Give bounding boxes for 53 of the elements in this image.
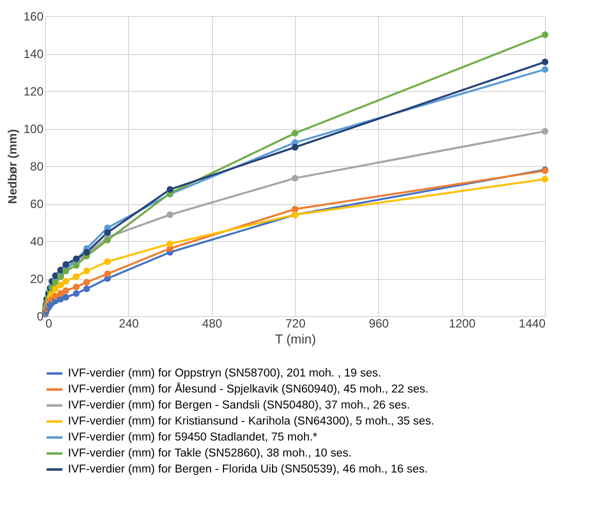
y-tick-label: 120 xyxy=(23,84,44,98)
point xyxy=(52,285,59,292)
point xyxy=(542,31,548,38)
point xyxy=(72,290,80,297)
point xyxy=(542,58,548,66)
y-tick-label: 20 xyxy=(30,272,44,286)
x-tick-label: 0 xyxy=(46,316,52,330)
legend-label: IVF-verdier (mm) for Oppstryn (SN58700), 201 moh. , 19 ses. xyxy=(68,368,382,380)
y-tick-label: 40 xyxy=(30,234,44,248)
point xyxy=(166,211,174,218)
point xyxy=(166,240,174,248)
x-tick-label: 1200 xyxy=(448,316,476,330)
y-tick-label: 60 xyxy=(30,197,44,211)
point xyxy=(292,144,298,151)
point xyxy=(104,229,111,236)
y-tick-label: 100 xyxy=(23,122,44,136)
x-tick-label: 480 xyxy=(202,316,222,330)
legend-label: IVF-verdier (mm) for Ålesund - Spjelkavik (SN60940), 45 moh., 22 ses. xyxy=(68,382,428,396)
x-tick-label: 720 xyxy=(285,316,306,330)
point xyxy=(57,282,64,288)
point xyxy=(62,261,70,268)
point xyxy=(72,262,80,269)
point xyxy=(83,285,90,292)
legend-label: IVF-verdier (mm) for Takle (SN52860), 38 moh., 10 ses. xyxy=(68,448,352,460)
legend-label: IVF-verdier (mm) for Bergen - Sandsli (SN50480), 37 moh., 26 ses. xyxy=(68,400,410,412)
point xyxy=(72,284,80,290)
point xyxy=(104,236,111,244)
legend-label: IVF-verdier (mm) for 59450 Stadlandet, 75 moh.* xyxy=(68,432,318,444)
y-axis-title: Nedbør (mm) xyxy=(5,129,20,204)
y-tick-label: 80 xyxy=(30,160,44,174)
x-tick-label: 240 xyxy=(118,316,140,330)
y-tick-label: 160 xyxy=(23,10,44,24)
point xyxy=(104,258,111,265)
legend-label: IVF-verdier (mm) for Bergen - Florida Uib (SN50539), 46 moh., 16 ses. xyxy=(68,464,428,476)
point xyxy=(542,128,548,135)
x-tick-label: 1440 xyxy=(518,316,546,330)
point xyxy=(62,278,70,285)
point xyxy=(542,66,548,73)
point xyxy=(104,270,111,278)
x-axis-title: T (min) xyxy=(275,332,316,346)
point xyxy=(292,174,298,182)
point xyxy=(62,294,70,301)
legend-label: IVF-verdier (mm) for Kristiansund - Karihola (SN64300), 5 moh., 35 ses. xyxy=(68,416,434,428)
point xyxy=(542,176,548,182)
point xyxy=(62,287,70,294)
point xyxy=(166,186,174,193)
point xyxy=(57,290,64,297)
y-tick-label: 140 xyxy=(23,47,44,61)
point xyxy=(292,130,298,137)
point xyxy=(83,268,90,274)
x-tick-label: 960 xyxy=(368,316,390,330)
point xyxy=(72,273,80,280)
point xyxy=(83,278,90,286)
